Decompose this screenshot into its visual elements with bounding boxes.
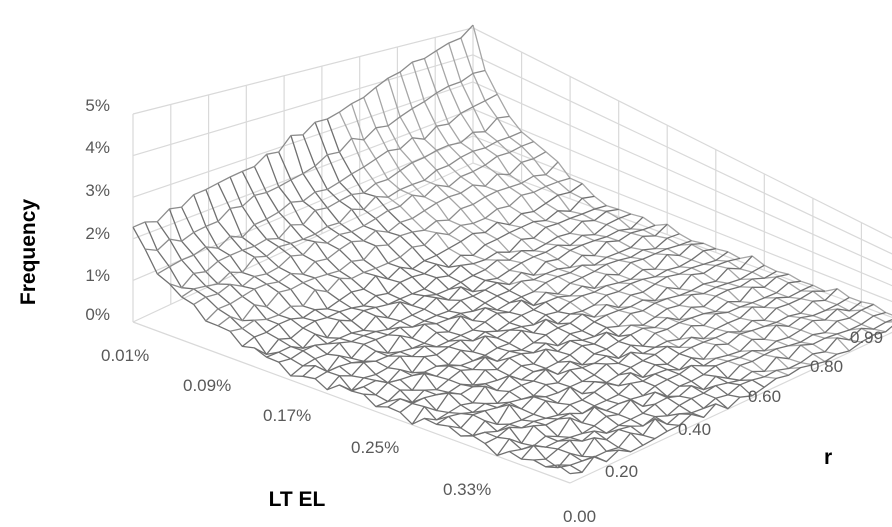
surface-line-lt-el xyxy=(436,270,777,425)
surface-line-lt-el xyxy=(533,303,874,461)
surface-line-lt-el xyxy=(411,255,753,425)
x-tick-label: 0.25% xyxy=(351,438,399,457)
surface-line-lt-el xyxy=(314,224,656,380)
surface-line-lt-el xyxy=(363,242,704,396)
surface-line-lt-el xyxy=(278,208,619,363)
surface-line-lt-el xyxy=(375,248,716,408)
surface-line-lt-el xyxy=(387,251,729,408)
floor-edge xyxy=(569,331,892,484)
z-tick-label: 0% xyxy=(85,305,110,324)
surface-line-lt-el xyxy=(132,24,474,228)
z-tick-label: 5% xyxy=(85,96,110,115)
y-tick-label: 0.40 xyxy=(678,420,711,439)
surface-line-lt-el xyxy=(399,257,741,413)
surface-line-r xyxy=(181,206,619,452)
surface-line-lt-el xyxy=(448,273,789,429)
surface-line-lt-el xyxy=(326,223,668,391)
y-tick-label: 0.60 xyxy=(748,387,781,406)
surface-line-r xyxy=(156,221,595,462)
surface-line-lt-el xyxy=(145,69,486,252)
y-tick-label: 0.00 xyxy=(563,507,596,526)
surface-line-lt-el xyxy=(509,296,850,453)
surface-line-lt-el xyxy=(181,131,522,298)
surface-line-r xyxy=(387,78,826,363)
y-axis-title: r xyxy=(824,446,832,469)
z-tick-label: 4% xyxy=(85,138,110,157)
z-axis-title: Frequency xyxy=(17,199,40,306)
surface-line-lt-el xyxy=(424,264,765,421)
surface-line-lt-el xyxy=(496,288,838,456)
surface-line-lt-el xyxy=(472,284,814,437)
y-tick-label: 0.80 xyxy=(810,357,843,376)
surface-line-lt-el xyxy=(290,213,632,377)
surface-line-lt-el xyxy=(569,325,892,475)
surface-line-lt-el xyxy=(229,177,571,332)
surface-line-lt-el xyxy=(241,183,583,347)
surface-line-lt-el xyxy=(520,301,862,460)
floor-edge xyxy=(132,321,571,484)
x-tick-label: 0.01% xyxy=(101,346,149,365)
surface-line-lt-el xyxy=(339,233,680,392)
surface-line-lt-el xyxy=(545,311,886,469)
surface-line-lt-el xyxy=(217,161,559,327)
surface-line-lt-el xyxy=(254,195,595,356)
surface-line-lt-el xyxy=(557,318,892,466)
surface-line-r xyxy=(314,121,753,397)
z-tick-label: 2% xyxy=(85,224,110,243)
y-tick-label: 0.99 xyxy=(850,328,883,347)
x-tick-label: 0.33% xyxy=(443,480,491,499)
y-tick-label: 0.20 xyxy=(605,462,638,481)
surface-line-lt-el xyxy=(266,204,607,358)
surface-line-lt-el xyxy=(484,290,825,445)
surface-line-lt-el xyxy=(156,93,498,275)
x-axis-title: LT EL xyxy=(269,488,326,511)
surface-line-lt-el xyxy=(302,216,644,377)
surface-line-r xyxy=(435,50,874,336)
x-tick-label: 0.17% xyxy=(263,406,311,425)
chart-walls xyxy=(132,27,892,484)
surface-line-lt-el xyxy=(193,140,534,305)
z-tick-label: 3% xyxy=(85,181,110,200)
axis-labels: 0% 1% 2% 3% 4% 5% 0.01% 0.09% 0.17% 0.25… xyxy=(17,96,883,526)
surface-line-lt-el xyxy=(460,280,801,437)
surface-mesh xyxy=(132,24,892,475)
surface-line-lt-el xyxy=(205,151,547,322)
surface-line-lt-el xyxy=(351,240,692,392)
z-tick-label: 1% xyxy=(85,266,110,285)
surface-line-lt-el xyxy=(169,115,510,289)
x-tick-label: 0.09% xyxy=(183,376,231,395)
